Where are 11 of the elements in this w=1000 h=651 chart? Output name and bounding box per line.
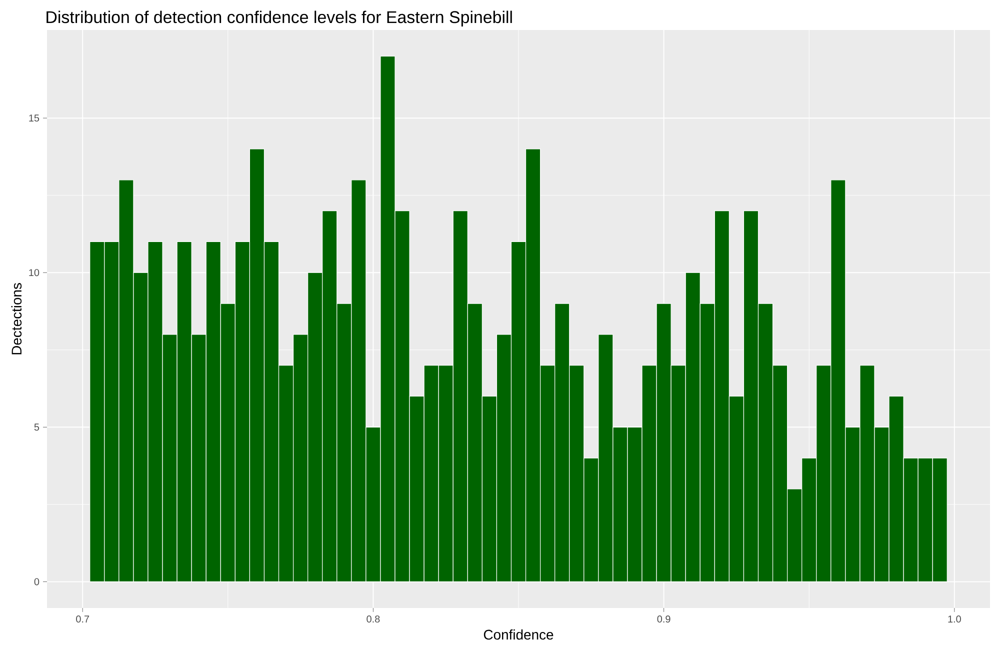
x-tick-label: 1.0 [948, 616, 961, 623]
x-tick-label: 0.8 [366, 616, 380, 623]
y-tick-label: 5 [34, 424, 40, 431]
y-tick-label: 15 [29, 114, 40, 122]
y-tick-label: 10 [29, 269, 40, 276]
x-axis-title: Confidence [484, 629, 554, 640]
y-tick-label: 0 [34, 578, 40, 586]
y-axis-title: Dectections [11, 283, 22, 354]
chart-title: Distribution of detection confidence levels for Eastern Spinebill [46, 10, 512, 27]
x-tick-label: 0.7 [76, 616, 90, 623]
x-tick-label: 0.9 [657, 616, 670, 623]
